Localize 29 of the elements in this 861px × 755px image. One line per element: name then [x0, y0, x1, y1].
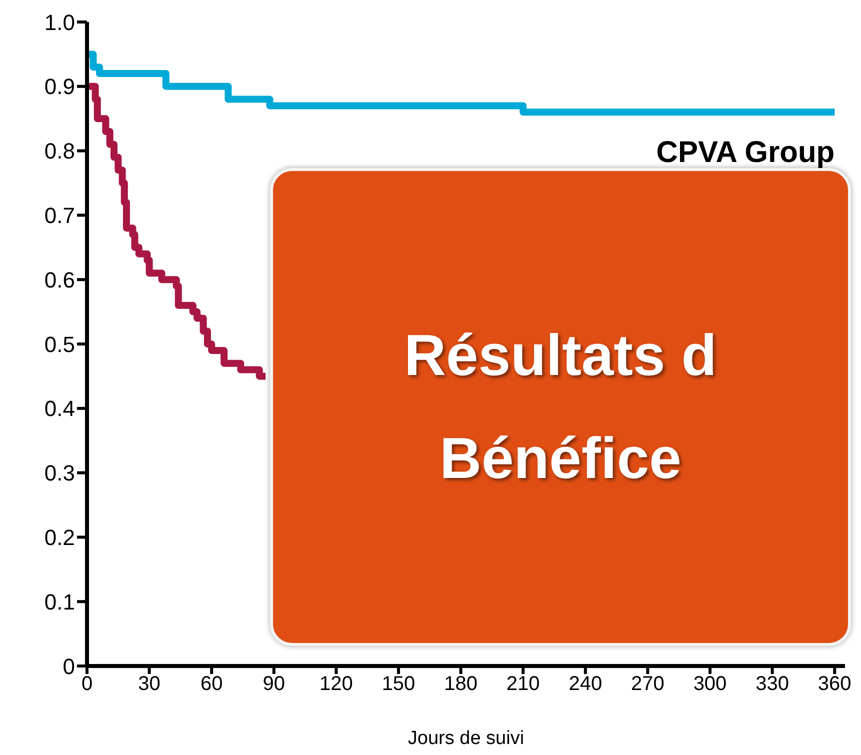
- x-tick-label: 180: [444, 673, 478, 696]
- x-tick-label: 210: [506, 673, 540, 696]
- x-tick-label: 240: [568, 673, 602, 696]
- y-tick-label: 0.9: [44, 74, 75, 100]
- x-tick-label: 150: [382, 673, 416, 696]
- y-tick-label: 0.7: [44, 203, 75, 228]
- y-tick-label: 0: [62, 654, 75, 679]
- y-tick-label: 0.3: [44, 460, 75, 486]
- x-tick-label: 0: [81, 673, 93, 696]
- x-tick-label: 60: [200, 673, 223, 696]
- x-tick-label: 300: [693, 673, 727, 696]
- y-tick-label: 0.1: [44, 589, 75, 614]
- x-tick-label: 120: [320, 673, 353, 696]
- y-tick-label: 1.0: [44, 10, 75, 35]
- x-axis-title: Jours de suivi: [408, 728, 524, 749]
- y-tick-label: 0.5: [44, 332, 75, 357]
- x-tick-label: 330: [756, 673, 790, 696]
- annotation: Bénéfice: [440, 425, 682, 492]
- x-tick-label: 90: [262, 673, 286, 696]
- y-tick-label: 0.4: [44, 396, 75, 422]
- callout-box: Résultats d Bénéfice: [270, 168, 851, 646]
- x-tick-label: 270: [631, 673, 664, 696]
- y-tick-label: 0.2: [44, 525, 75, 550]
- x-tick-label: 360: [818, 673, 852, 696]
- series-label: CPVA Group: [656, 136, 835, 170]
- x-tick-label: 30: [138, 673, 160, 696]
- y-tick-label: 0.8: [44, 138, 75, 164]
- y-tick-label: 0.6: [44, 267, 75, 292]
- annotation: Résultats d: [404, 322, 717, 389]
